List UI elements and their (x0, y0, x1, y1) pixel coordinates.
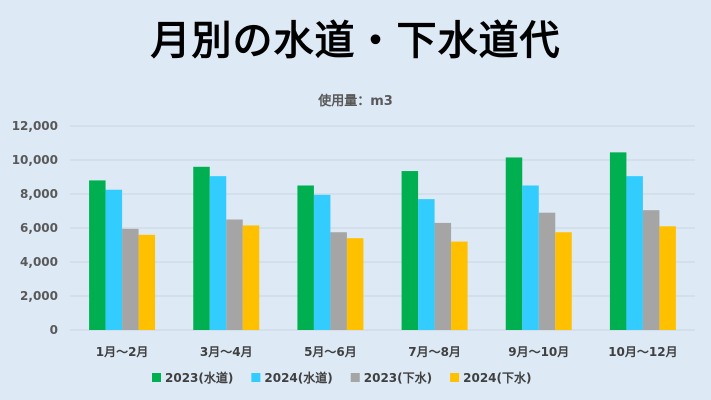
bar (209, 176, 227, 330)
x-tick-label: 3月～4月 (200, 345, 253, 359)
bar (346, 238, 364, 330)
bar (193, 166, 210, 330)
legend-swatch (152, 373, 161, 382)
legend-label: 2023(下水) (364, 370, 432, 385)
legend-swatch (450, 373, 460, 382)
x-tick-label: 10月～12月 (608, 345, 677, 359)
legend-label: 2024(下水) (463, 370, 531, 385)
bar (626, 176, 643, 330)
y-tick-label: 4,000 (20, 255, 58, 269)
x-tick-label: 1月～2月 (96, 345, 149, 359)
bar (226, 219, 243, 330)
y-tick-label: 10,000 (12, 153, 58, 167)
chart-title: 月別の水道・下水道代 (150, 18, 561, 64)
bar (122, 228, 139, 330)
bar (330, 232, 347, 330)
bar (505, 157, 523, 330)
bar (297, 185, 314, 330)
bar (138, 234, 156, 330)
bar (242, 225, 260, 330)
bar (313, 194, 331, 330)
y-tick-label: 0 (50, 323, 58, 337)
bar (418, 199, 435, 330)
bar (522, 185, 539, 330)
bar (451, 241, 468, 330)
bar (555, 232, 572, 330)
bar (609, 152, 627, 330)
y-tick-label: 8,000 (20, 187, 58, 201)
bar (642, 210, 660, 330)
legend-label: 2024(水道) (264, 370, 332, 385)
bar (105, 189, 123, 330)
x-tick-label: 5月～6月 (304, 345, 357, 359)
y-tick-label: 6,000 (20, 221, 58, 235)
legend-label: 2023(水道) (165, 370, 233, 385)
bar (434, 222, 452, 330)
x-tick-label: 9月～10月 (508, 345, 569, 359)
bar (659, 226, 676, 330)
bar (401, 171, 419, 330)
y-tick-label: 2,000 (20, 289, 58, 303)
bar (89, 180, 106, 330)
legend-swatch (251, 373, 261, 382)
chart-subtitle: 使用量：m3 (318, 94, 393, 109)
legend-swatch (350, 373, 360, 382)
bar (538, 212, 556, 330)
y-tick-label: 12,000 (12, 119, 58, 133)
x-tick-label: 7月～8月 (408, 345, 461, 359)
